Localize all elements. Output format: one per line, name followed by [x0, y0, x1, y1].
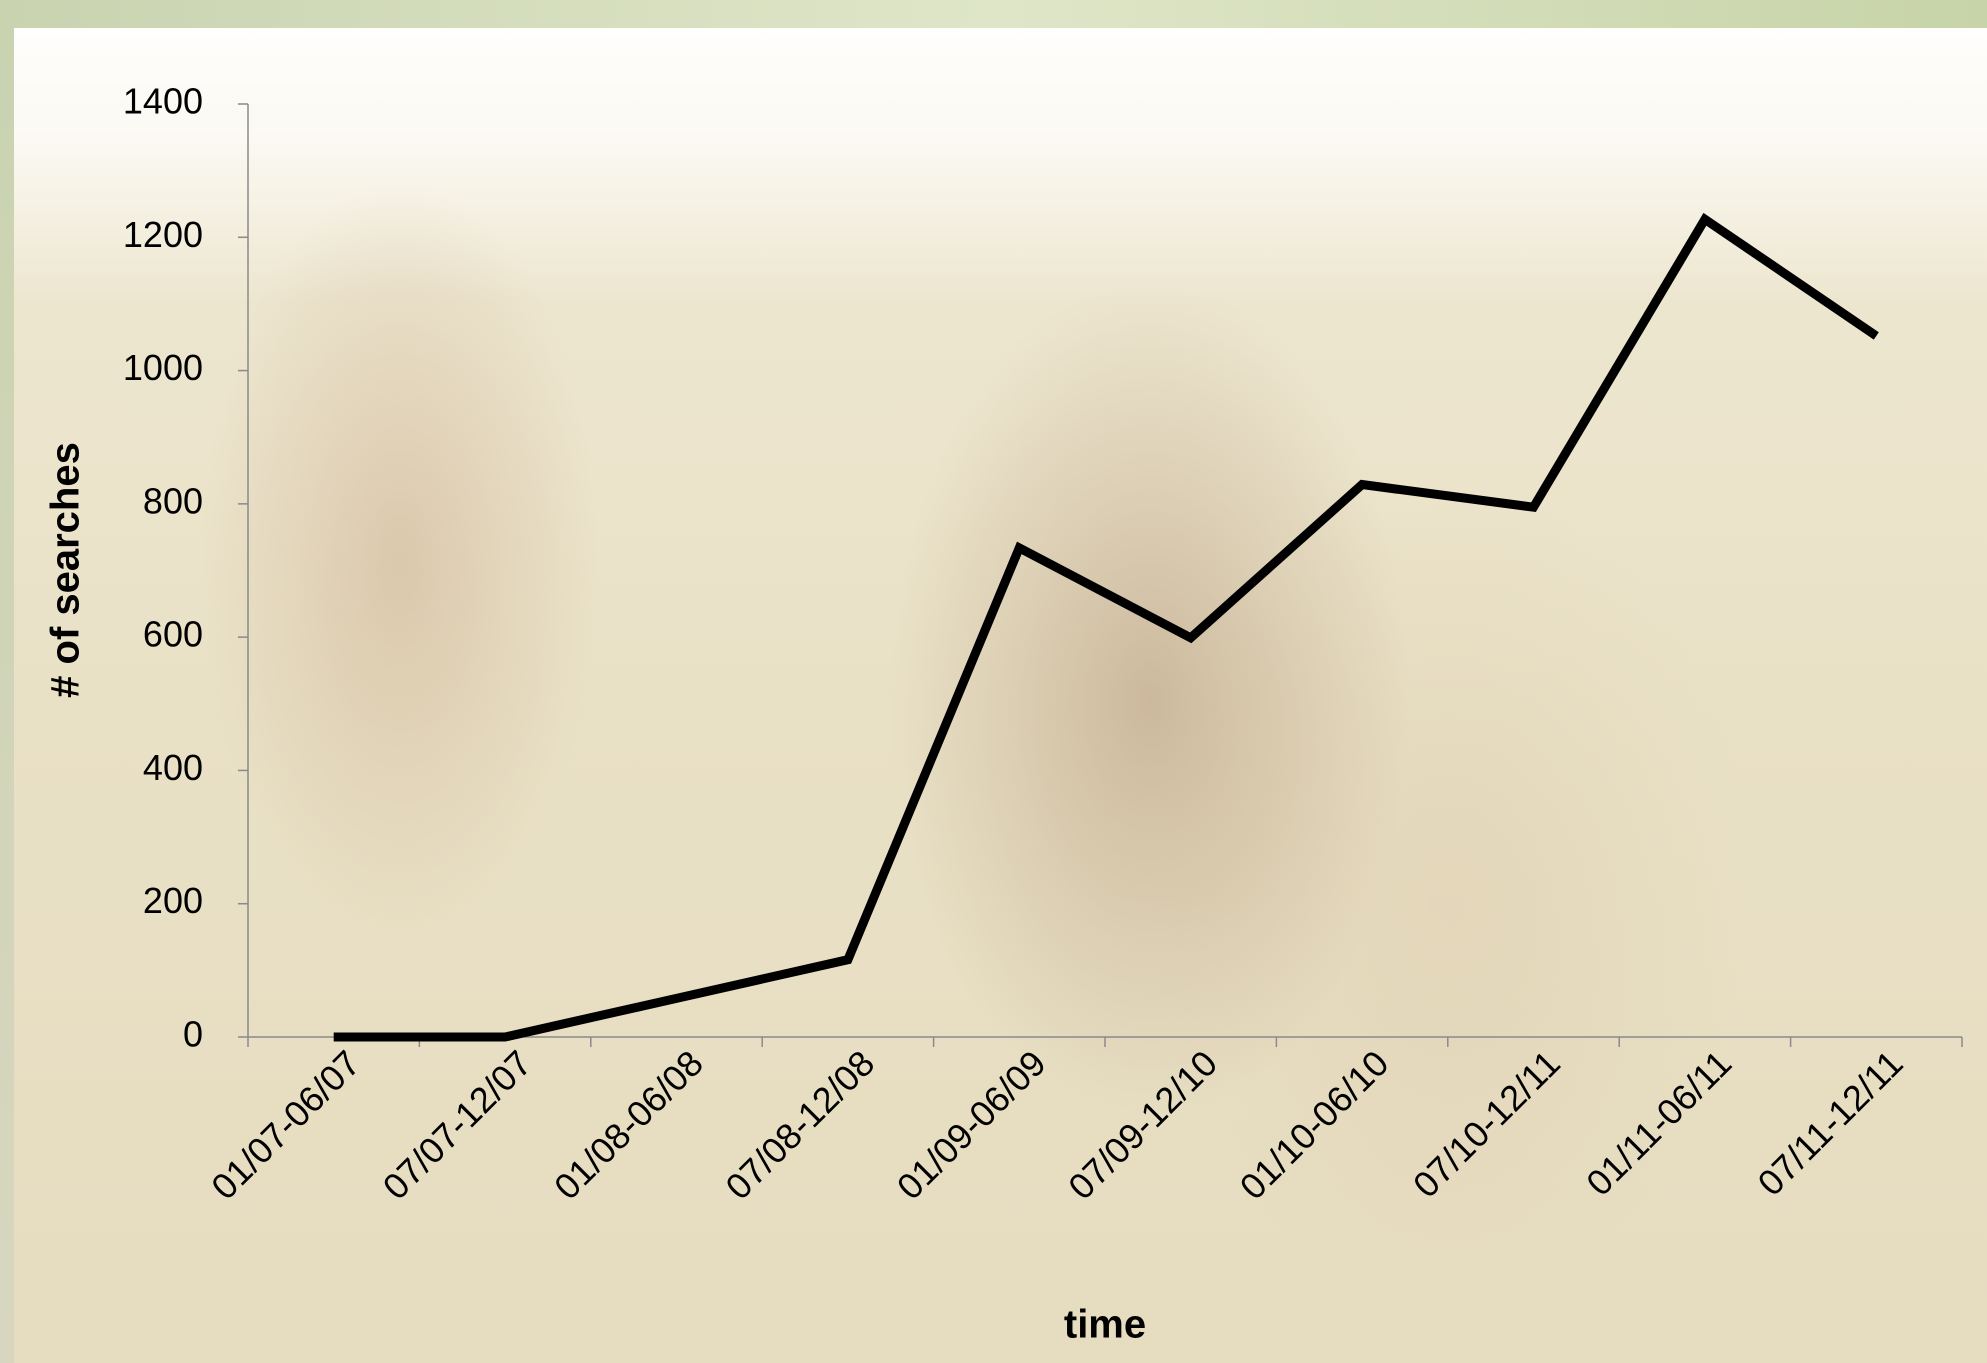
x-tick-label: 01/09-06/09	[889, 1042, 1054, 1207]
y-tick-label: 600	[143, 614, 203, 655]
x-tick-label: 01/10-06/10	[1232, 1042, 1397, 1207]
y-tick-label: 400	[143, 747, 203, 788]
x-tick-label: 01/11-06/11	[1578, 1042, 1739, 1203]
x-axis-label: time	[1064, 1303, 1146, 1347]
x-tick-label: 07/07-12/07	[375, 1042, 540, 1207]
chart: # of searches time 0 200 400 600 800 1000 1200…	[0, 0, 1987, 1363]
data-line	[334, 219, 1877, 1037]
page: # of searches time 0 200 400 600 800 1000 1200…	[0, 0, 1987, 1363]
y-tick-label: 200	[143, 880, 203, 921]
x-tick-label: 07/09-12/10	[1060, 1042, 1225, 1207]
y-tick-label: 1200	[123, 214, 203, 255]
y-tick-label: 0	[183, 1014, 203, 1055]
x-tick-label: 07/08-12/08	[717, 1042, 882, 1207]
y-tick-label: 1000	[123, 347, 203, 388]
y-axis-label: # of searches	[44, 442, 88, 698]
y-tick-label: 1400	[123, 81, 203, 122]
x-tick-label: 07/11-12/11	[1750, 1042, 1911, 1203]
x-tick-label: 01/08-06/08	[546, 1042, 711, 1207]
x-tick-label: 07/10-12/11	[1405, 1042, 1568, 1205]
x-tick-label: 01/07-06/07	[203, 1042, 368, 1207]
y-tick-label: 800	[143, 480, 203, 521]
